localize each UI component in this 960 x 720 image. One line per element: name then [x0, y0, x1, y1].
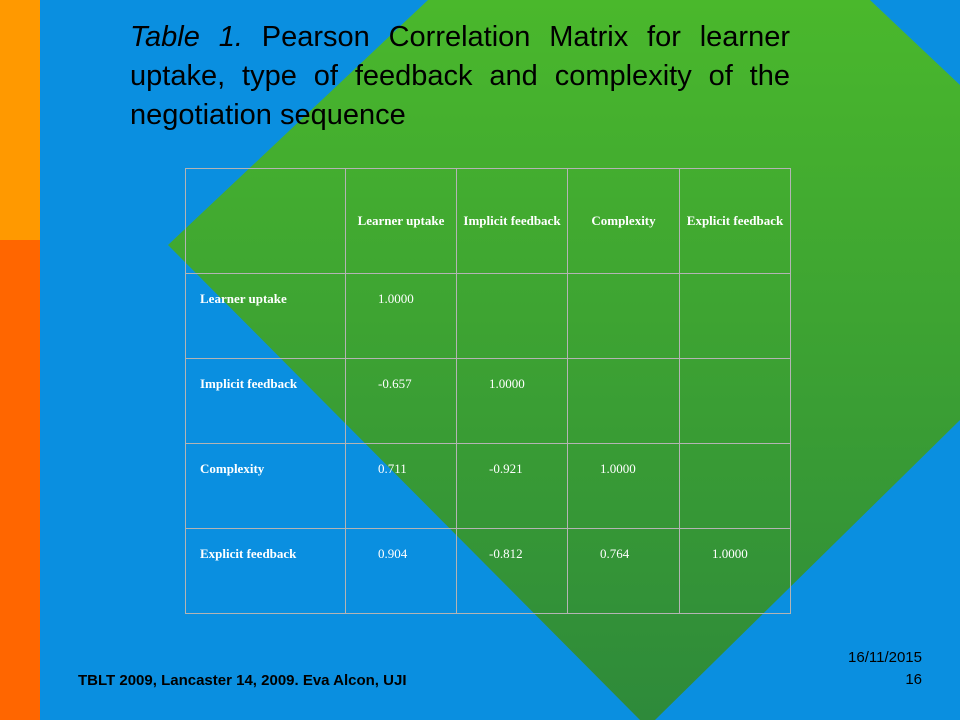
footer-date-and-number: 16/11/2015 16	[848, 647, 922, 691]
header-explicit-feedback: Explicit feedback	[679, 168, 791, 274]
row-label-explicit-feedback: Explicit feedback	[185, 528, 346, 614]
footer-slide-number: 16	[905, 671, 922, 688]
row-label-complexity: Complexity	[185, 443, 346, 529]
table-cell	[456, 273, 568, 359]
table-cell	[679, 273, 791, 359]
table-cell: -0.921	[456, 443, 568, 529]
header-implicit-feedback: Implicit feedback	[456, 168, 568, 274]
table-row: Implicit feedback -0.657 1.0000	[185, 358, 791, 444]
header-learner-uptake: Learner uptake	[345, 168, 457, 274]
table-row: Complexity 0.711 -0.921 1.0000	[185, 443, 791, 529]
left-accent-bar-top	[0, 0, 40, 240]
footer-date: 16/11/2015	[848, 649, 922, 666]
slide-title: Table 1. Pearson Correlation Matrix for …	[130, 18, 790, 135]
table-cell	[567, 273, 680, 359]
header-complexity: Complexity	[567, 168, 680, 274]
table-cell: 1.0000	[345, 273, 457, 359]
footer-conference-credit: TBLT 2009, Lancaster 14, 2009. Eva Alcon…	[78, 672, 407, 689]
table-row: Learner uptake 1.0000	[185, 273, 791, 359]
correlation-matrix-table: Learner uptake Implicit feedback Complex…	[185, 168, 791, 614]
header-corner-cell	[185, 168, 346, 274]
row-label-learner-uptake: Learner uptake	[185, 273, 346, 359]
slide-title-text: Pearson Correlation Matrix for learner u…	[130, 21, 790, 131]
table-cell: 1.0000	[679, 528, 791, 614]
table-row: Explicit feedback 0.904 -0.812 0.764 1.0…	[185, 528, 791, 614]
table-cell: 1.0000	[567, 443, 680, 529]
table-cell: -0.812	[456, 528, 568, 614]
row-label-implicit-feedback: Implicit feedback	[185, 358, 346, 444]
table-header-row: Learner uptake Implicit feedback Complex…	[185, 168, 791, 274]
table-cell: 0.764	[567, 528, 680, 614]
slide-title-table-number: Table 1.	[130, 21, 243, 53]
table-cell	[567, 358, 680, 444]
table-cell: 0.711	[345, 443, 457, 529]
table-cell: -0.657	[345, 358, 457, 444]
left-accent-bar-bottom	[0, 240, 40, 720]
table-cell	[679, 443, 791, 529]
table-cell	[679, 358, 791, 444]
table-cell: 0.904	[345, 528, 457, 614]
table-cell: 1.0000	[456, 358, 568, 444]
